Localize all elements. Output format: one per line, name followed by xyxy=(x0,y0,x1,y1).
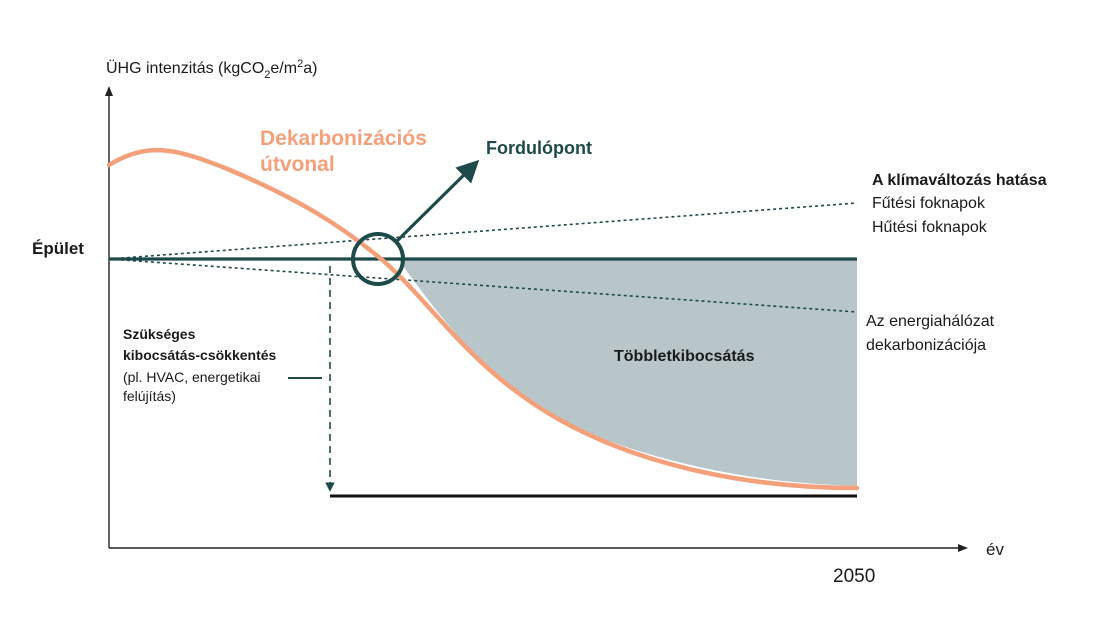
required-reduction-line4: felújítás) xyxy=(123,388,176,404)
turning-point-label: Fordulópont xyxy=(486,138,592,158)
grid-decarb-line2: dekarbonizációja xyxy=(866,337,986,354)
climate-cooling-label: Hűtési foknapok xyxy=(872,219,988,236)
climate-title: A klímaváltozás hatása xyxy=(872,172,1047,189)
building-label: Épület xyxy=(32,239,84,258)
climate-impact-line xyxy=(108,202,858,260)
excess-emission-label: Többletkibocsátás xyxy=(614,348,755,365)
turning-point-arrow xyxy=(395,159,480,243)
year-2050-label: 2050 xyxy=(833,566,875,587)
required-reduction-line2: kibocsátás-csökkentés xyxy=(123,347,277,363)
climate-heating-label: Fűtési foknapok xyxy=(872,195,986,212)
y-axis-label: ÜHG intenzitás (kgCO2e/m2a) xyxy=(106,58,317,81)
x-axis-label: év xyxy=(986,540,1004,559)
y-axis-arrow-icon xyxy=(105,86,113,96)
pathway-label-line1: Dekarbonizációs xyxy=(260,127,427,150)
decarbonisation-pathway-curve xyxy=(106,147,860,491)
excess-emission-area xyxy=(398,259,857,486)
x-axis-arrow-icon xyxy=(958,544,968,552)
grid-decarb-line1: Az energiahálózat xyxy=(866,313,995,330)
pathway-label-line2: útvonal xyxy=(260,153,335,176)
required-reduction-line1: Szükséges xyxy=(123,326,196,342)
grid-decarbonisation-line xyxy=(108,258,858,313)
required-reduction-line3: (pl. HVAC, energetikai xyxy=(123,369,260,385)
turning-point-circle xyxy=(351,232,405,286)
